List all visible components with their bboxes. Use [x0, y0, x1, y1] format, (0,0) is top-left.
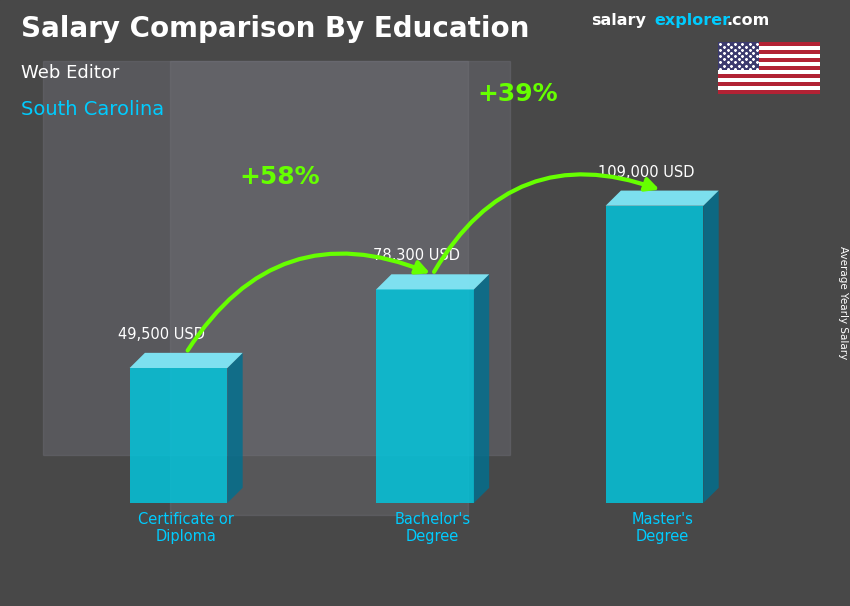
Text: 49,500 USD: 49,500 USD — [118, 327, 205, 342]
Text: Certificate or
Diploma: Certificate or Diploma — [139, 512, 234, 544]
Text: Web Editor: Web Editor — [21, 64, 120, 82]
Polygon shape — [129, 353, 243, 368]
Polygon shape — [718, 90, 820, 94]
Text: Master's
Degree: Master's Degree — [632, 512, 693, 544]
Text: salary: salary — [591, 13, 646, 28]
Polygon shape — [474, 275, 490, 503]
Text: 78,300 USD: 78,300 USD — [373, 248, 460, 264]
Polygon shape — [227, 353, 243, 503]
Polygon shape — [376, 290, 474, 503]
Text: +39%: +39% — [478, 82, 558, 105]
Polygon shape — [605, 206, 703, 503]
Text: +58%: +58% — [240, 165, 320, 189]
Polygon shape — [718, 58, 820, 62]
Text: 109,000 USD: 109,000 USD — [598, 165, 694, 179]
Text: explorer: explorer — [654, 13, 731, 28]
Polygon shape — [129, 368, 227, 503]
Text: Average Yearly Salary: Average Yearly Salary — [838, 247, 848, 359]
Text: Salary Comparison By Education: Salary Comparison By Education — [21, 15, 530, 43]
Polygon shape — [703, 190, 719, 503]
Text: Bachelor's
Degree: Bachelor's Degree — [394, 512, 471, 544]
Text: .com: .com — [726, 13, 769, 28]
Polygon shape — [376, 275, 490, 290]
Polygon shape — [718, 82, 820, 86]
Polygon shape — [718, 42, 820, 94]
Polygon shape — [718, 50, 820, 55]
Polygon shape — [718, 42, 759, 70]
Polygon shape — [718, 66, 820, 70]
Polygon shape — [605, 190, 719, 206]
Polygon shape — [718, 42, 820, 47]
Polygon shape — [718, 74, 820, 78]
Text: South Carolina: South Carolina — [21, 100, 164, 119]
